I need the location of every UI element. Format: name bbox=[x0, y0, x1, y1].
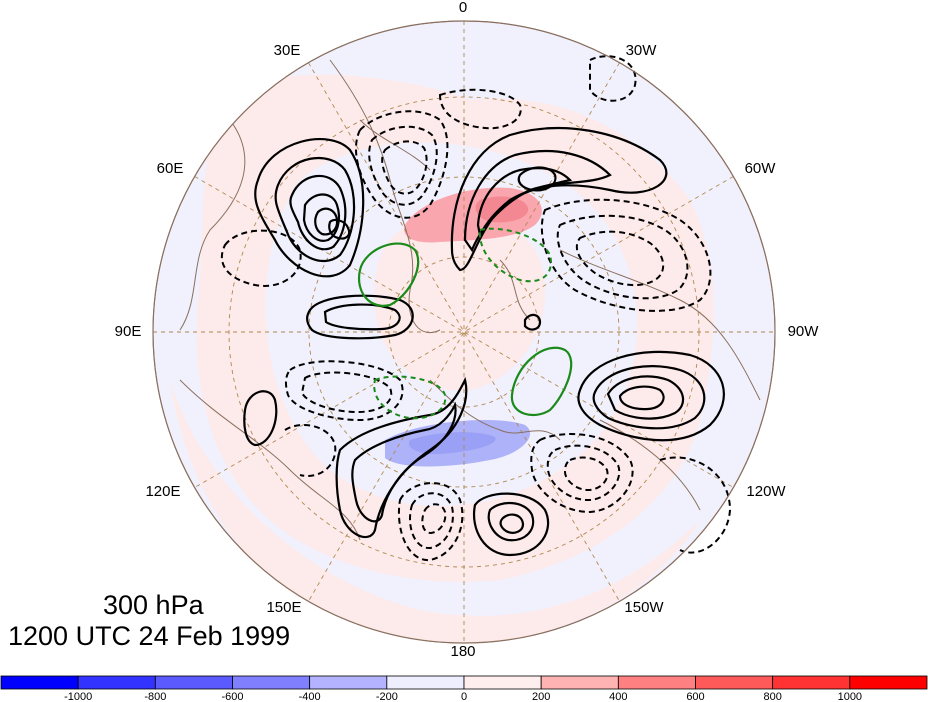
colorbar-tick-label: 600 bbox=[686, 691, 704, 702]
colorbar-tick-label: -400 bbox=[299, 691, 321, 702]
colorbar-bin bbox=[154, 675, 233, 690]
colorbar: -1000 -800 -600 -400 -200 0 200 400 600 800 1000 bbox=[0, 675, 928, 702]
positive-shading-region bbox=[196, 74, 714, 582]
positive-shading-south bbox=[170, 380, 700, 643]
longitude-labels: 0 30W 60W 90W 120W 150W 180 150E 120E 90… bbox=[115, 0, 820, 660]
colorbar-ticks: -1000 -800 -600 -400 -200 0 200 400 600 800 1000 bbox=[64, 691, 862, 702]
colorbar-tick-label: -800 bbox=[144, 691, 166, 702]
colorbar-bin bbox=[309, 675, 388, 690]
colorbar-bin bbox=[232, 675, 311, 690]
lon-label-150w: 150W bbox=[624, 599, 664, 616]
lon-label-120w: 120W bbox=[746, 483, 786, 500]
colorbar-bin bbox=[695, 675, 774, 690]
lon-label-30w: 30W bbox=[626, 42, 658, 59]
colorbar-bin bbox=[772, 675, 851, 690]
colorbar-tick-label: 800 bbox=[763, 691, 781, 702]
lon-label-90w: 90W bbox=[788, 323, 820, 340]
lon-label-0: 0 bbox=[459, 0, 467, 16]
colorbar-bin bbox=[386, 675, 465, 690]
lon-label-60w: 60W bbox=[745, 160, 777, 177]
positive-contours bbox=[243, 127, 725, 557]
colorbar-tick-label: -1000 bbox=[64, 691, 92, 702]
secondary-contours bbox=[357, 242, 573, 417]
colorbar-bins bbox=[0, 675, 928, 690]
colorbar-bin bbox=[540, 675, 619, 690]
lon-label-120e: 120E bbox=[145, 483, 180, 500]
colorbar-bin bbox=[849, 675, 928, 690]
valid-time-title: 1200 UTC 24 Feb 1999 bbox=[8, 621, 291, 651]
colorbar-bin bbox=[77, 675, 156, 690]
pressure-level-title: 300 hPa bbox=[103, 590, 204, 620]
colorbar-bin bbox=[0, 675, 79, 690]
colorbar-tick-label: 1000 bbox=[838, 691, 862, 702]
secondary-dashed-contours bbox=[373, 227, 552, 420]
negative-contours bbox=[220, 55, 732, 562]
colorbar-tick-label: -600 bbox=[221, 691, 243, 702]
map-border bbox=[152, 20, 776, 644]
lon-label-90e: 90E bbox=[115, 323, 142, 340]
colorbar-bin bbox=[617, 675, 696, 690]
lon-label-180: 180 bbox=[450, 643, 475, 660]
graticule bbox=[153, 21, 775, 643]
lon-label-30e: 30E bbox=[274, 42, 301, 59]
colorbar-tick-label: 0 bbox=[461, 691, 467, 702]
lon-label-150e: 150E bbox=[266, 599, 301, 616]
colorbar-tick-label: -200 bbox=[376, 691, 398, 702]
colorbar-tick-label: 200 bbox=[532, 691, 550, 702]
colorbar-tick-label: 400 bbox=[609, 691, 627, 702]
lon-label-60e: 60E bbox=[157, 160, 184, 177]
colorbar-bin bbox=[463, 675, 542, 690]
